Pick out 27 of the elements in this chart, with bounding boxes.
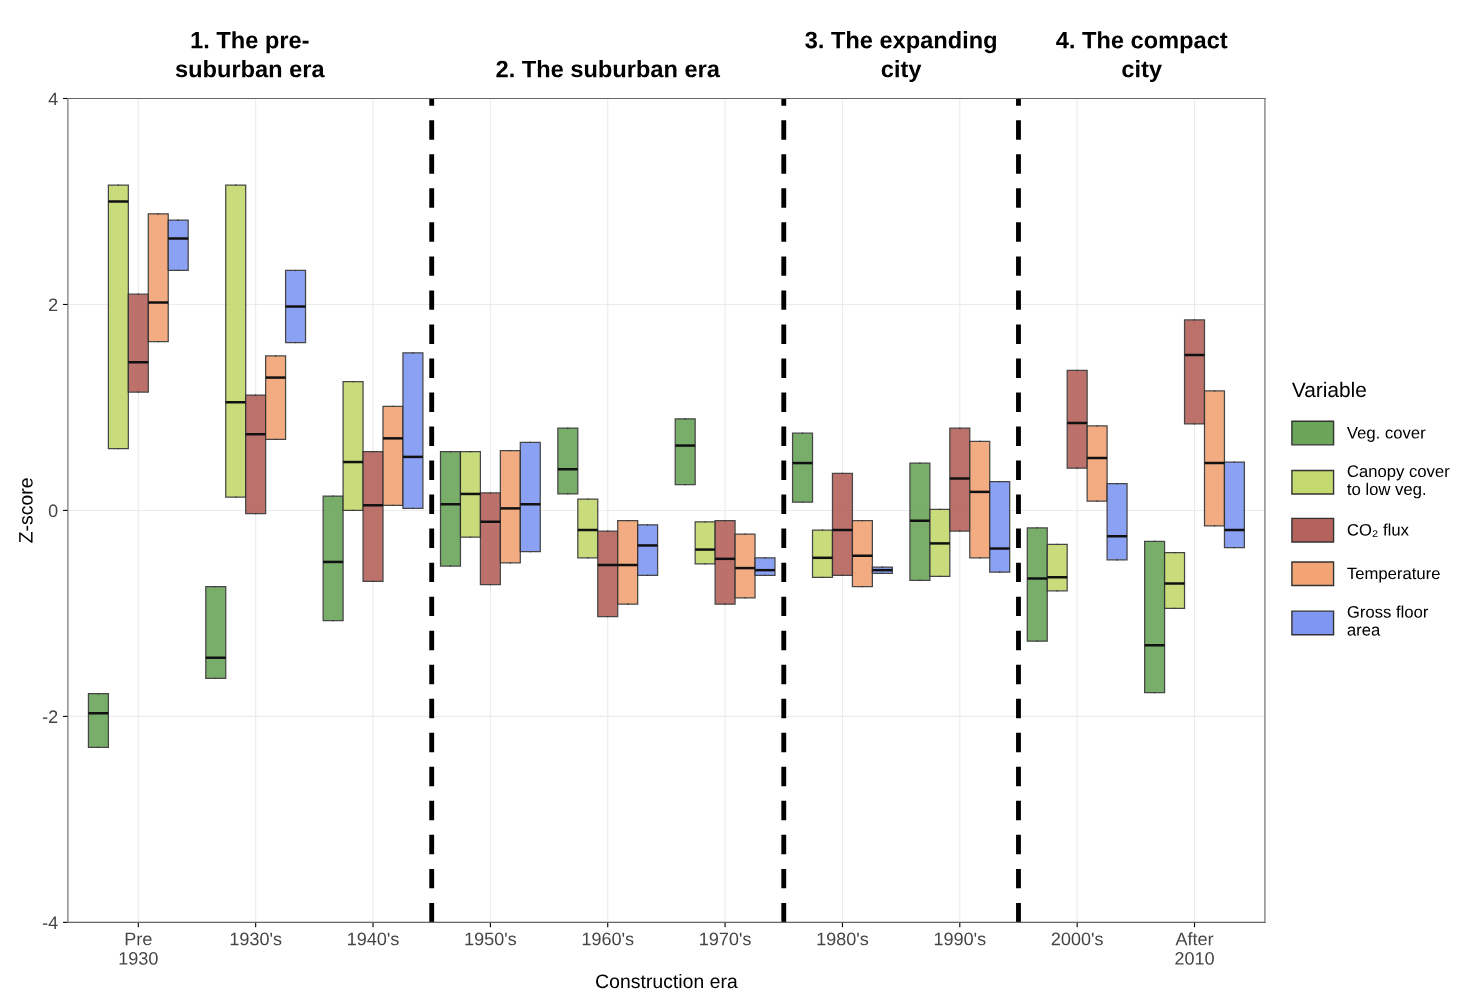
y-tick-label: -2 [42,710,58,723]
legend-label: Gross floor area [1347,605,1429,636]
legend-title: Variable [1291,381,1366,398]
text: 3. The expanding city [805,31,996,83]
y-tick-label: -4 [42,916,58,929]
x-tick-label: 1950's [465,932,517,946]
x-tick-label: 1990's [934,932,986,946]
legend-label: Temperature [1347,567,1440,583]
x-tick-label: 2000's [1051,932,1103,946]
y-tick-label: 4 [48,92,58,106]
legend-label: Veg. cover [1346,426,1426,442]
x-tick-label: 1960's [582,932,634,946]
y-axis-title: Z-score [19,478,33,543]
y-tick-label: 0 [48,504,58,518]
x-axis-title: Construction era [596,973,738,989]
text: 1. The pre- suburban era [175,31,325,78]
x-tick-label: Pre 1930 [119,932,158,965]
x-tick-label: 1940's [348,932,399,946]
text: 2. The suburban era [496,60,721,78]
text: 4. The compact city [1056,31,1228,83]
legend-label: Canopy cover to low veg. [1347,465,1450,499]
x-tick-label: 1930's [230,932,282,946]
legend-label: CO₂ flux [1347,523,1409,537]
x-tick-label: 1970's [700,932,751,946]
y-tick-label: 2 [49,298,58,312]
x-tick-label: After 2010 [1175,932,1214,965]
x-tick-label: 1980's [817,932,869,946]
